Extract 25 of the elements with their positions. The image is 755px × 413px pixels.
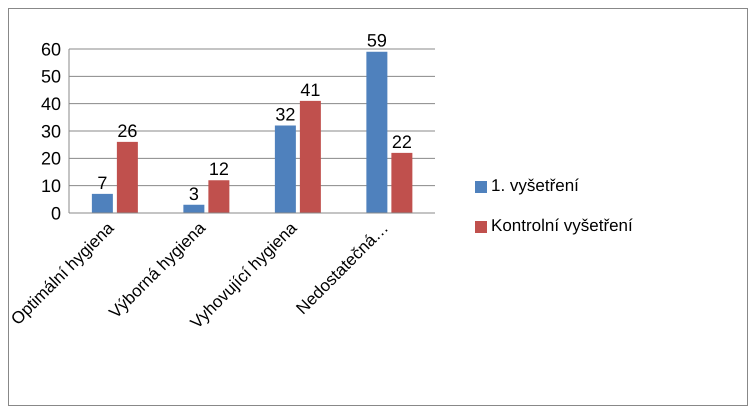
bar (391, 152, 412, 213)
data-label: 59 (366, 30, 387, 51)
data-label: 7 (97, 172, 108, 193)
data-label: 32 (275, 104, 296, 125)
y-tick-label: 40 (40, 94, 61, 114)
y-tick-label: 60 (40, 39, 61, 60)
bar (183, 204, 204, 213)
bar (92, 194, 113, 213)
y-tick-label: 30 (40, 121, 61, 142)
data-label: 12 (208, 159, 229, 180)
y-tick-label: 20 (40, 148, 61, 169)
data-label: 22 (392, 132, 412, 152)
y-tick-label: 50 (40, 66, 61, 87)
bar (116, 142, 138, 213)
data-label: 26 (117, 120, 138, 141)
bar (208, 180, 230, 213)
bar (274, 126, 296, 213)
y-tick-label: 10 (40, 176, 61, 196)
legend-label: Kontrolní vyšetření (491, 216, 633, 235)
y-tick-label: 0 (50, 203, 61, 224)
legend-label: 1. vyšetření (491, 176, 579, 195)
data-label: 3 (188, 184, 199, 204)
data-label: 41 (300, 80, 320, 100)
bar (300, 100, 321, 213)
bar (366, 52, 388, 213)
